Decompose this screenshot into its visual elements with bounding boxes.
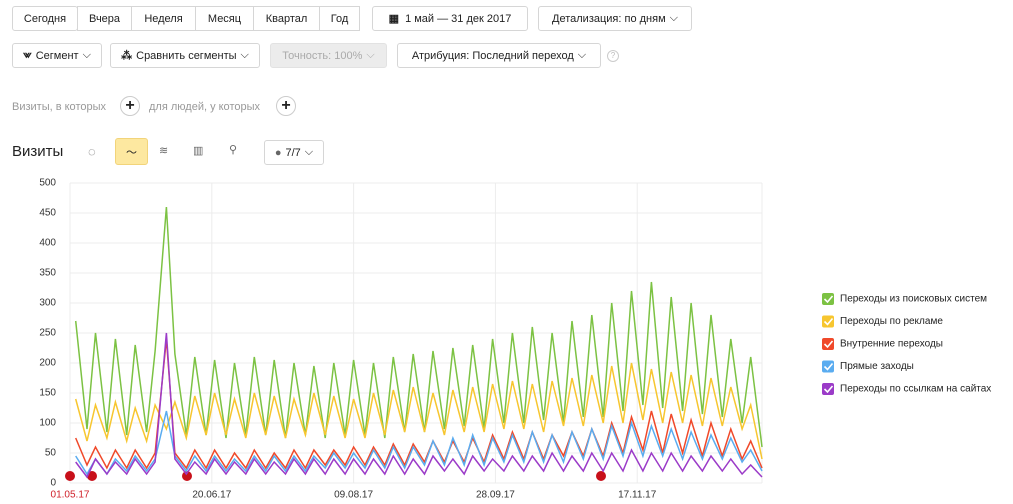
y-tick-label: 50 [45, 448, 57, 459]
period-btn[interactable]: Квартал [253, 6, 320, 31]
x-tick-label: 01.05.17 [51, 490, 90, 501]
segment-btn[interactable]: ⩖ Сегмент ⌵ [12, 43, 102, 68]
x-tick-label: 17.11.17 [618, 490, 657, 501]
chevron: ⌵ [366, 49, 375, 61]
legend-check [823, 317, 834, 326]
series-line [75, 338, 763, 470]
attribution-btn[interactable]: Атрибуция: Последний переход ⌵ [397, 43, 601, 68]
legend-swatch [822, 338, 834, 350]
y-tick-label: 300 [39, 298, 56, 309]
y-tick-label: 200 [39, 358, 56, 369]
chevron: ⌵ [82, 49, 91, 61]
x-tick-label: 28.09.17 [476, 490, 515, 501]
series-line [75, 332, 763, 479]
conditions-label: для людей, у которых [149, 101, 260, 113]
legend-swatch [822, 293, 834, 305]
legend-label: Внутренние переходы [840, 339, 943, 350]
bar-icon[interactable]: ▥ [193, 145, 204, 157]
accuracy: Точность: 100% [282, 49, 363, 62]
help-icon[interactable]: ? [607, 50, 619, 62]
x-tick-label: 09.08.17 [334, 490, 373, 501]
series-btn[interactable]: ● 7/7 ⌵ [264, 140, 324, 165]
map-icon[interactable]: ⚲ [229, 144, 238, 156]
legend-check [823, 295, 834, 304]
legend-check [823, 385, 834, 394]
date-range-btn[interactable]: ▦ 1 май — 31 дек 2017 [372, 6, 528, 31]
legend-swatch [822, 383, 834, 395]
period-btn[interactable]: Год [319, 6, 360, 31]
attribution: Атрибуция: Последний переход [411, 49, 574, 62]
line-chart-btn[interactable]: 〜 [115, 138, 148, 165]
pie-icon[interactable]: ◌ [88, 144, 96, 159]
series-line [74, 362, 763, 460]
y-tick-label: 350 [39, 268, 56, 279]
y-tick-label: 0 [50, 478, 56, 489]
period-btn[interactable]: Месяц [195, 6, 254, 31]
compare-btn[interactable]: ⁂ Сравнить сегменты ⌵ [110, 43, 260, 68]
compare-icon: ⁂ [121, 50, 133, 62]
period-btn[interactable]: Неделя [131, 6, 196, 31]
compare: Сравнить сегменты [136, 49, 237, 62]
annotation-flag [182, 471, 192, 481]
calendar-icon: ▦ [388, 13, 400, 25]
report-title: Визиты [12, 143, 64, 160]
annotation-flag [87, 471, 97, 481]
legend-check [823, 340, 834, 349]
chevron: ⌵ [240, 49, 249, 61]
bubble-icon: ● [274, 146, 282, 159]
area-icon[interactable]: ≋ [159, 145, 169, 157]
add-condition[interactable]: + [276, 96, 296, 116]
series-line [74, 206, 763, 448]
legend-swatch [822, 360, 834, 373]
filter-icon: ⩖ [23, 49, 32, 61]
y-tick-label: 250 [39, 328, 56, 339]
conditions-label: Визиты, в которых [12, 101, 106, 113]
segment: Сегмент [35, 49, 79, 62]
annotation-flag [596, 471, 606, 481]
legend-label: Прямые заходы [840, 361, 914, 372]
legend-swatch [822, 315, 834, 328]
period-btn[interactable]: Вчера [77, 6, 132, 31]
legend-label: Переходы по ссылкам на сайтах [840, 384, 991, 395]
legend-label: Переходы по рекламе [840, 316, 943, 327]
series-line [75, 410, 763, 476]
chevron: ⌵ [669, 12, 678, 24]
date-range: 1 май — 31 дек 2017 [405, 12, 512, 25]
x-tick-label: 20.06.17 [192, 490, 231, 501]
chart: 0 50 100 150 200 250 300 350 400 450 500 01.05.17 20… [39, 178, 991, 501]
detail-btn[interactable]: Детализация: по дням ⌵ [538, 6, 692, 31]
y-tick-label: 400 [39, 238, 56, 249]
period-btn[interactable]: Сегодня [12, 6, 78, 31]
detail: Детализация: по дням [552, 12, 666, 25]
chevron: ⌵ [577, 49, 587, 61]
chevron: ⌵ [304, 146, 314, 158]
y-tick-label: 500 [39, 178, 56, 189]
add-condition[interactable]: + [120, 96, 140, 116]
legend-label: Переходы из поисковых систем [840, 294, 987, 305]
legend-check [823, 362, 834, 371]
y-tick-label: 150 [39, 388, 56, 399]
y-tick-label: 100 [39, 418, 56, 429]
series-count: 7/7 [285, 146, 301, 159]
accuracy-btn: Точность: 100% ⌵ [270, 43, 387, 68]
annotation-flag [65, 471, 75, 481]
y-tick-label: 450 [39, 208, 56, 219]
